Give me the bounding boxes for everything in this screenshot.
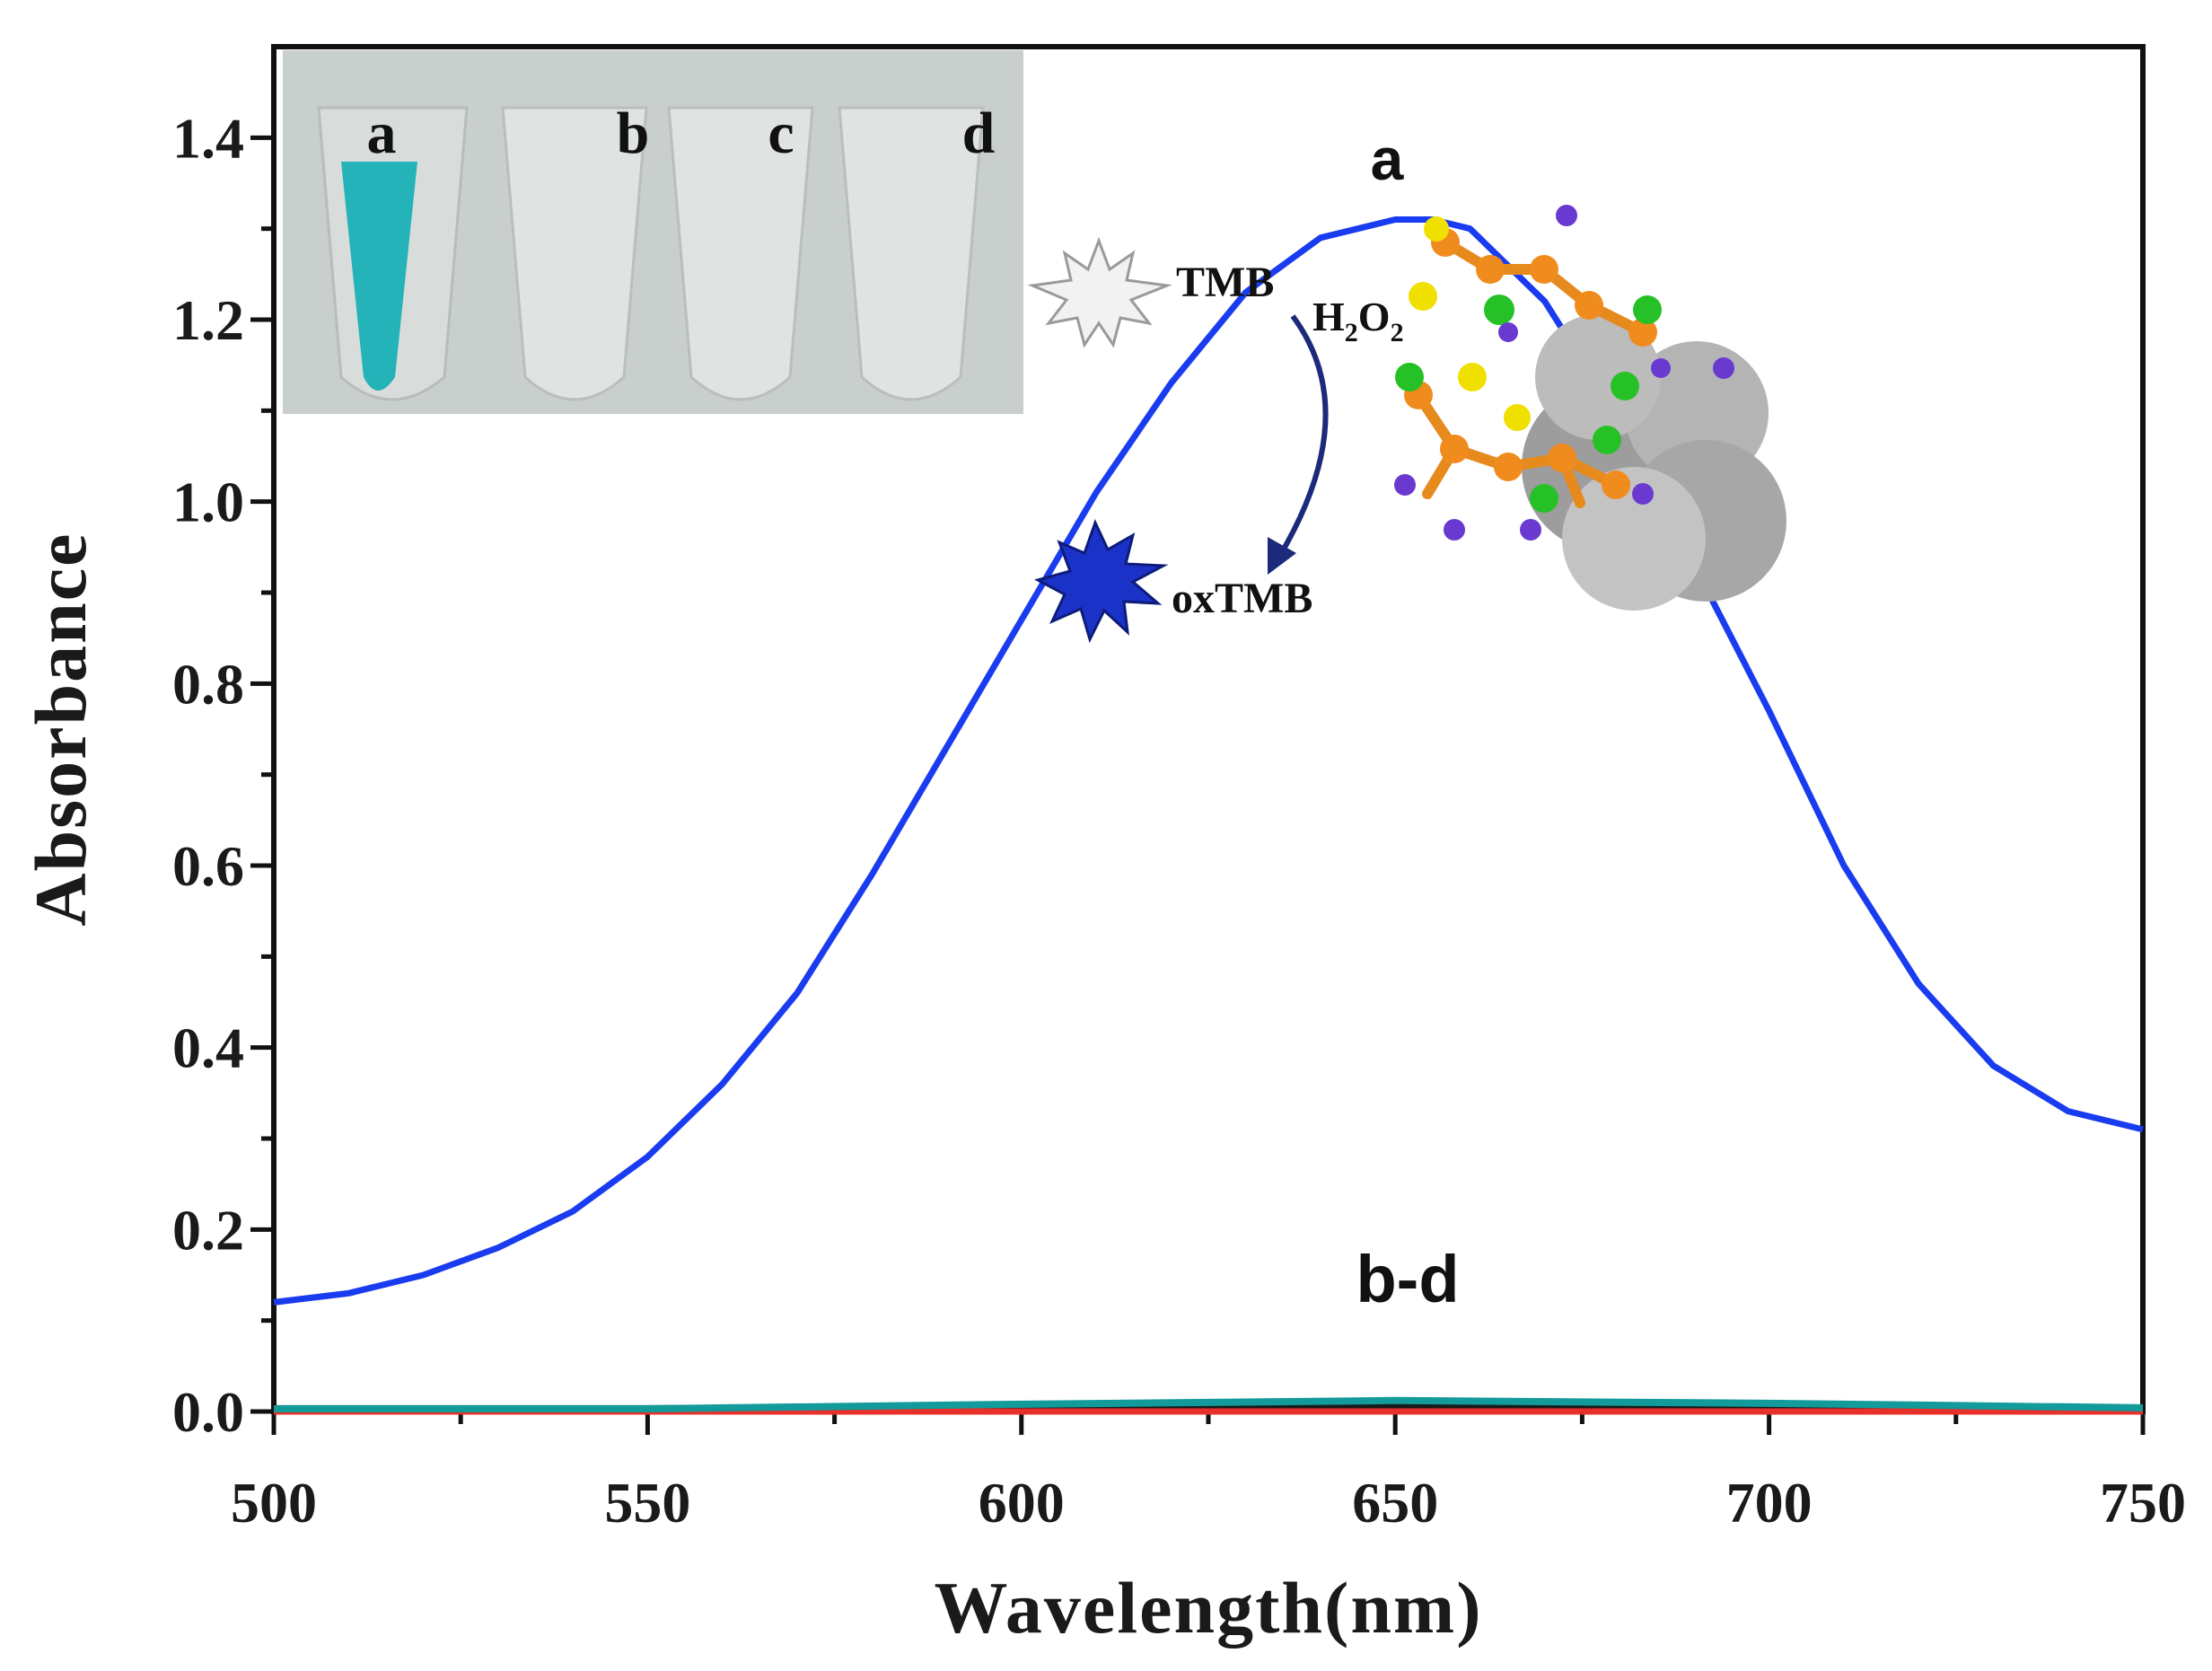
x-tick-label: 650 xyxy=(1352,1471,1438,1535)
y-tick-label: 0.2 xyxy=(172,1198,244,1262)
curve-a-label: a xyxy=(1371,126,1405,192)
tube-label-c: c xyxy=(768,101,794,166)
tube-b xyxy=(501,106,648,401)
series-a-line xyxy=(273,216,2144,1306)
h2o2-label: H2O2 xyxy=(1312,294,1404,347)
inset-tube-photo: a b c d xyxy=(283,50,1023,414)
oxtmb-label: oxTMB xyxy=(1172,575,1312,622)
y-tick-label: 0.0 xyxy=(172,1380,244,1444)
x-axis-ticks xyxy=(271,1412,2146,1435)
tube-label-d: d xyxy=(962,101,996,166)
x-tick-label: 550 xyxy=(604,1471,690,1535)
reaction-arrow-icon xyxy=(1277,314,1329,558)
y-tick-labels: 0.0 0.2 0.4 0.6 0.8 1.0 1.2 1.4 xyxy=(172,106,244,1444)
h2o2-o: O xyxy=(1358,294,1391,339)
y-tick-label: 0.4 xyxy=(172,1016,244,1080)
x-tick-labels: 500 550 600 650 700 750 xyxy=(231,1471,2186,1535)
curve-bd-label: b-d xyxy=(1356,1242,1459,1316)
tube-c xyxy=(667,106,814,401)
y-tick-label: 0.6 xyxy=(172,834,244,898)
h2o2-sub-2a: 2 xyxy=(1345,318,1358,347)
y-tick-label: 1.2 xyxy=(172,288,244,352)
reaction-arrowhead-icon xyxy=(1268,537,1296,575)
y-tick-label: 1.0 xyxy=(172,471,244,534)
series-d-line xyxy=(274,1396,2144,1412)
y-axis-title: Absorbance xyxy=(20,532,101,926)
tube-d xyxy=(838,106,985,401)
molecule-nanozyme-illustration xyxy=(1394,205,1786,611)
x-axis-title: Wavelength(nm) xyxy=(934,1567,1482,1649)
x-tick-label: 500 xyxy=(231,1471,317,1535)
y-tick-label: 1.4 xyxy=(172,106,244,170)
oxtmb-star-icon xyxy=(1033,519,1169,644)
h2o2-h: H xyxy=(1312,294,1345,339)
y-axis-ticks xyxy=(250,135,274,1414)
tmb-star-icon xyxy=(1027,236,1172,348)
h2o2-sub-2b: 2 xyxy=(1391,318,1404,347)
tube-label-a: a xyxy=(367,101,397,166)
tube-a xyxy=(317,106,469,401)
y-tick-label: 0.8 xyxy=(172,652,244,716)
x-tick-label: 700 xyxy=(1726,1471,1813,1535)
tmb-label: TMB xyxy=(1176,259,1274,306)
x-tick-label: 750 xyxy=(2100,1471,2186,1535)
tmb-reaction-scheme: TMB H2O2 oxTMB xyxy=(1027,236,1404,644)
tube-label-b: b xyxy=(617,101,650,166)
x-tick-label: 600 xyxy=(979,1471,1065,1535)
tube-a-liquid xyxy=(341,162,417,391)
